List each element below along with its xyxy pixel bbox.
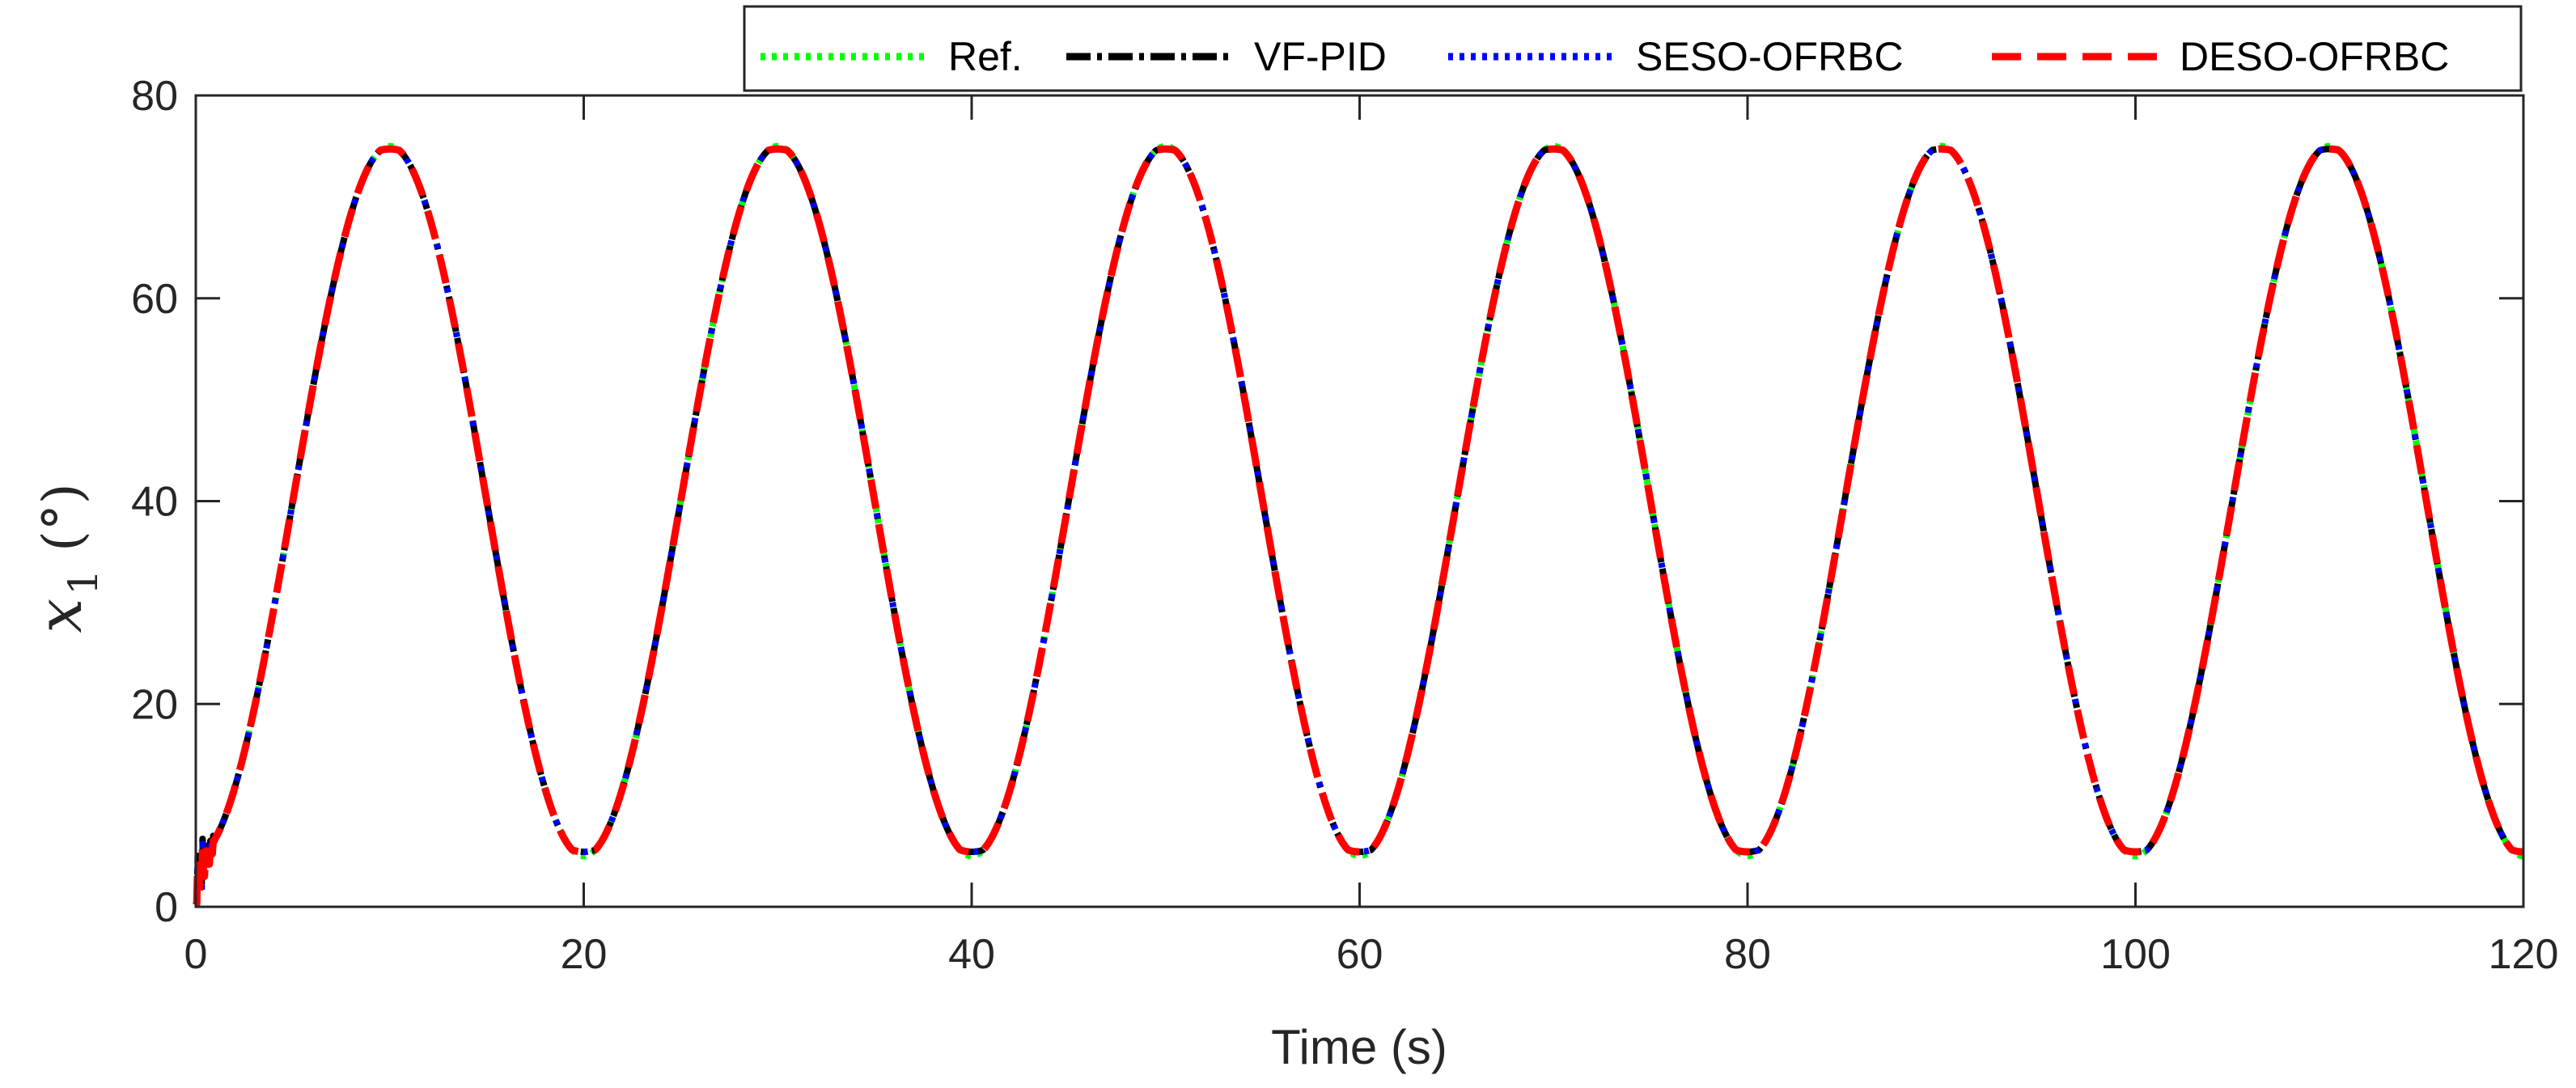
y-tick-label: 20 [131,681,178,728]
x-tick-label: 0 [184,931,208,978]
x-tick-label: 80 [1724,931,1771,978]
x-axis-label: Time (s) [1271,1020,1447,1074]
y-tick-label: 0 [155,884,178,931]
plot-area [196,95,2523,907]
x-axis-ticks: 0 20 40 60 80 100 120 [184,95,2559,978]
x-tick-label: 60 [1337,931,1383,978]
x-tick-label: 120 [2489,931,2559,978]
svg-text:x 1 (°): x 1 (°) [23,483,107,633]
x-tick-label: 20 [561,931,608,978]
y-axis-label-symbol: x [23,599,95,633]
legend-label: VF-PID [1254,34,1387,79]
legend: Ref. VF-PID SESO-OFRBC DESO-OFRBC [743,5,2523,92]
x-tick-label: 40 [948,931,995,978]
legend-label: DESO-OFRBC [2180,34,2449,79]
y-axis-label-subscript: 1 [60,569,107,595]
y-tick-label: 60 [131,276,178,323]
series-line-ref [193,142,2526,860]
legend-box [743,5,2523,92]
legend-label: SESO-OFRBC [1636,34,1904,79]
y-axis-label: x 1 (°) [23,483,107,633]
x-tick-label: 100 [2100,931,2171,978]
legend-label: Ref. [948,34,1023,79]
series-layer [193,142,2527,908]
y-axis-label-unit: (°) [32,483,94,552]
y-tick-label: 40 [131,479,178,526]
y-axis-ticks: 0 20 40 60 80 [131,73,2523,931]
y-tick-label: 80 [131,73,178,120]
series-line-deso-ofrbc [193,145,2527,908]
